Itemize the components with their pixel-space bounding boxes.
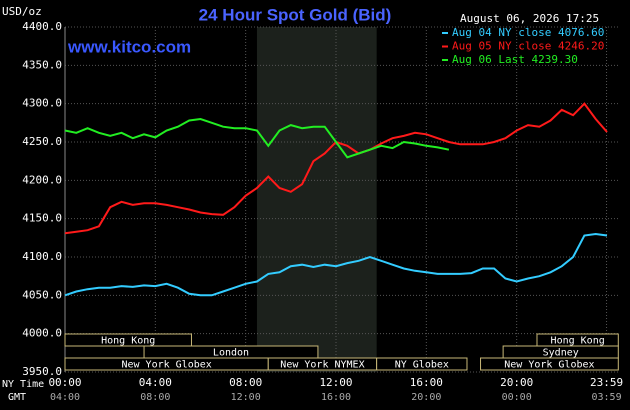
legend-label: Aug 04 NY close 4076.60 bbox=[452, 26, 604, 39]
x-tick-label: 20:00 bbox=[500, 376, 533, 389]
series-line bbox=[64, 117, 450, 159]
x-tick-label: 04:00 bbox=[139, 376, 172, 389]
session-label: Hong Kong bbox=[551, 336, 605, 347]
session-label: New York Globex bbox=[121, 360, 211, 371]
y-tick-label: 4000.0 bbox=[22, 327, 62, 340]
x2-tick-label: 03:59 bbox=[591, 392, 621, 403]
session-label: Hong Kong bbox=[101, 336, 155, 347]
y-tick-label: 4150.0 bbox=[22, 212, 62, 225]
x-tick-label: 23:59 bbox=[590, 376, 623, 389]
session-box bbox=[376, 357, 468, 371]
session-label: NY Globex bbox=[395, 360, 449, 371]
y-tick-label: 4050.0 bbox=[22, 288, 62, 301]
x-tick-label: 16:00 bbox=[410, 376, 443, 389]
x-axis-label: NY Time bbox=[2, 379, 44, 390]
x-tick-label: 12:00 bbox=[319, 376, 352, 389]
x2-tick-label: 08:00 bbox=[140, 392, 170, 403]
session-box bbox=[64, 333, 192, 347]
x2-tick-label: 00:00 bbox=[502, 392, 532, 403]
shaded-region bbox=[256, 27, 377, 372]
legend-label: Aug 06 Last 4239.30 bbox=[452, 53, 578, 66]
y-tick-label: 4200.0 bbox=[22, 173, 62, 186]
y-tick-label: 4350.0 bbox=[22, 58, 62, 71]
y-tick-label: 4250.0 bbox=[22, 135, 62, 148]
unit-label: USD/oz bbox=[2, 5, 42, 18]
y-tick-label: 4100.0 bbox=[22, 250, 62, 263]
chart-title: 24 Hour Spot Gold (Bid) bbox=[199, 5, 392, 24]
series-line bbox=[64, 232, 608, 297]
site-label: www.kitco.com bbox=[67, 37, 191, 56]
x2-tick-label: 04:00 bbox=[50, 392, 80, 403]
session-label: London bbox=[213, 348, 249, 359]
y-tick-label: 3950.0 bbox=[22, 365, 62, 378]
session-label: New York Globex bbox=[504, 360, 594, 371]
x2-tick-label: 12:00 bbox=[231, 392, 261, 403]
legend-label: Aug 05 NY close 4246.20 bbox=[452, 40, 604, 53]
timestamp: August 06, 2026 17:25 bbox=[460, 12, 599, 25]
x2-tick-label: 16:00 bbox=[321, 392, 351, 403]
x-tick-label: 00:00 bbox=[48, 376, 81, 389]
x2-axis-label: GMT bbox=[8, 392, 26, 403]
session-label: Sydney bbox=[543, 348, 579, 359]
session-label: New York NYMEX bbox=[280, 360, 364, 371]
session-box bbox=[480, 357, 619, 371]
y-tick-label: 4400.0 bbox=[22, 20, 62, 33]
y-tick-label: 4300.0 bbox=[22, 97, 62, 110]
x2-tick-label: 20:00 bbox=[411, 392, 441, 403]
x-tick-label: 08:00 bbox=[229, 376, 262, 389]
